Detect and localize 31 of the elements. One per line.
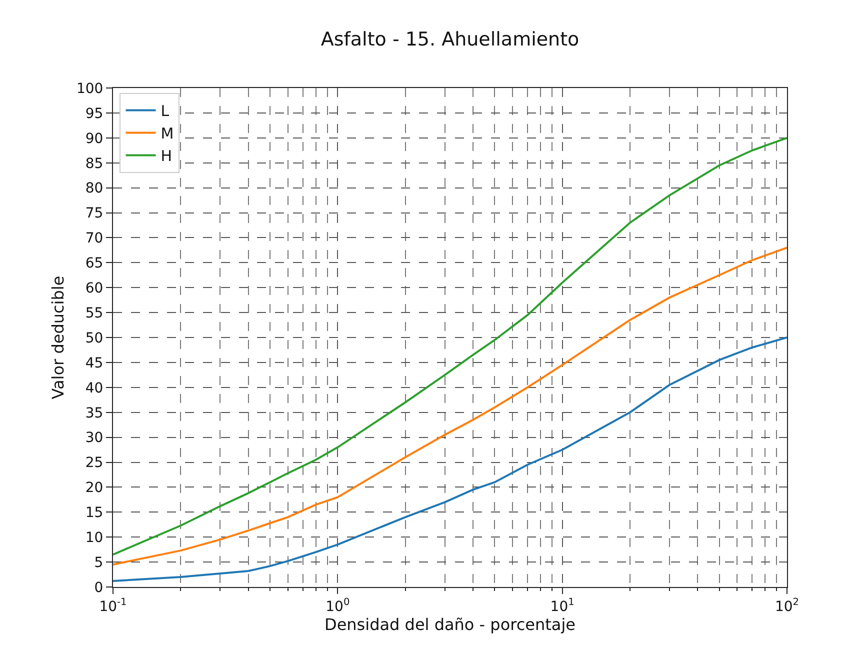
- y-tick-label: 65: [85, 256, 104, 272]
- x-axis-title: Densidad del daño - porcentaje: [324, 614, 576, 634]
- y-tick-label: 30: [85, 430, 104, 446]
- y-tick-label: 35: [85, 405, 104, 422]
- y-tick-label: 25: [85, 455, 104, 472]
- y-axis-title: Valor deducible: [48, 276, 68, 400]
- legend-label: M: [160, 124, 174, 143]
- x-tick-label: 10$^{1}$: [550, 596, 574, 615]
- x-tick-label: 10$^{0}$: [326, 596, 350, 615]
- y-tick-label: 45: [85, 355, 104, 372]
- y-tick-label: 90: [85, 130, 104, 147]
- y-tick-label: 5: [94, 554, 104, 571]
- chart-title: Asfalto - 15. Ahuellamiento: [320, 28, 580, 51]
- y-tick-label: 95: [85, 106, 104, 122]
- y-tick-label: 80: [85, 180, 104, 197]
- legend-label: H: [160, 147, 172, 166]
- y-tick-label: 60: [85, 280, 104, 296]
- y-tick-label: 20: [85, 480, 104, 496]
- y-tick-label: 75: [85, 206, 104, 222]
- y-tick-label: 50: [85, 330, 104, 346]
- y-tick-label: 40: [85, 380, 104, 396]
- y-tick-label: 70: [85, 230, 104, 247]
- x-tick-label: 10$^{2}$: [774, 596, 800, 615]
- y-tick-label: 0: [94, 580, 104, 596]
- y-tick-label: 15: [85, 505, 104, 522]
- x-tick-label: 10$^{-1}$: [99, 596, 127, 615]
- y-tick-label: 100: [76, 80, 104, 97]
- y-tick-label: 10: [85, 530, 104, 546]
- legend-label: L: [160, 102, 170, 120]
- y-tick-label: 85: [85, 156, 104, 172]
- y-tick-label: 55: [85, 305, 104, 322]
